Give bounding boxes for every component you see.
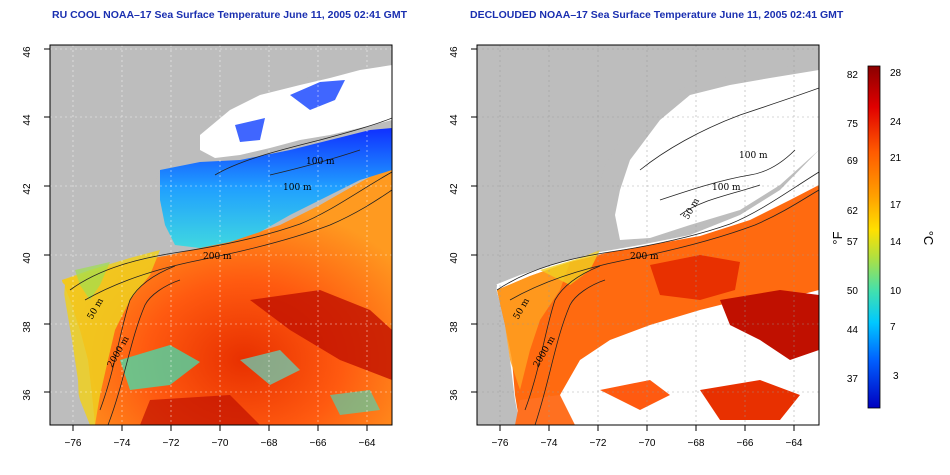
left-map-frame	[49, 44, 393, 426]
lat-tick-label: 44	[22, 114, 33, 126]
contour-label: 200 m	[203, 252, 232, 262]
left-map-title: RU COOL NOAA–17 Sea Surface Temperature …	[52, 9, 408, 21]
celsius-tick: 17	[890, 200, 902, 211]
lon-tick-label: −74	[114, 438, 131, 449]
contour-label: 100 m	[306, 157, 335, 167]
lat-tick-label: 40	[22, 252, 33, 264]
lon-tick-label: −66	[310, 438, 327, 449]
lat-tick-label: 38	[449, 321, 460, 333]
lon-tick-label: −76	[492, 438, 509, 449]
celsius-tick: 10	[890, 286, 902, 297]
lat-tick-label: 46	[449, 46, 460, 58]
contour-label: 100 m	[739, 151, 768, 161]
lon-tick-label: −70	[212, 438, 229, 449]
lon-tick-label: −70	[639, 438, 656, 449]
left-lon-axis: −76 −74 −72 −70 −68 −66 −64	[65, 425, 376, 449]
contour-label: 100 m	[283, 183, 312, 193]
lat-tick-label: 42	[22, 183, 33, 195]
fahrenheit-tick: 82	[847, 70, 859, 81]
celsius-tick: 7	[890, 322, 896, 333]
fahrenheit-tick: 37	[847, 374, 859, 385]
lon-tick-label: −64	[359, 438, 376, 449]
lon-tick-label: −64	[786, 438, 803, 449]
left-lat-axis: 46 44 42 40 38 36	[22, 46, 50, 401]
lon-tick-label: −76	[65, 438, 82, 449]
lon-tick-label: −72	[590, 438, 607, 449]
celsius-label: °C	[921, 231, 936, 246]
celsius-tick: 24	[890, 117, 902, 128]
lat-tick-label: 44	[449, 114, 460, 126]
lon-tick-label: −68	[261, 438, 278, 449]
lon-tick-label: −72	[163, 438, 180, 449]
contour-label: 100 m	[712, 183, 741, 193]
colorbar-gradient	[867, 65, 881, 409]
right-map-title: DECLOUDED NOAA–17 Sea Surface Temperatur…	[470, 9, 844, 21]
fahrenheit-tick: 75	[847, 119, 859, 130]
right-lat-axis: 46 44 42 40 38 36	[449, 46, 477, 401]
fahrenheit-tick: 57	[847, 237, 859, 248]
fahrenheit-tick: 69	[847, 156, 859, 167]
ocean-sst-field	[497, 185, 819, 425]
right-lon-axis: −76 −74 −72 −70 −68 −66 −64	[492, 425, 803, 449]
lat-tick-label: 36	[22, 389, 33, 401]
lon-tick-label: −66	[737, 438, 754, 449]
lon-tick-label: −68	[688, 438, 705, 449]
celsius-tick: 3	[893, 371, 899, 382]
celsius-tick: 21	[890, 153, 902, 164]
fahrenheit-label: °F	[830, 231, 845, 244]
colorbar: 82 75 69 62 57 50 44 37 28 24 21 17 14 1…	[830, 65, 936, 409]
right-map	[477, 45, 819, 425]
lat-tick-label: 40	[449, 252, 460, 264]
celsius-tick: 28	[890, 68, 902, 79]
gulf-of-maine-clear	[615, 70, 819, 240]
celsius-tick: 14	[890, 237, 902, 248]
lat-tick-label: 38	[22, 321, 33, 333]
lon-tick-label: −74	[541, 438, 558, 449]
fahrenheit-tick: 44	[847, 325, 859, 336]
right-map-frame	[476, 44, 820, 426]
lat-tick-label: 36	[449, 389, 460, 401]
fahrenheit-tick: 62	[847, 206, 859, 217]
fahrenheit-tick: 50	[847, 286, 859, 297]
left-map	[50, 45, 392, 425]
lat-tick-label: 42	[449, 183, 460, 195]
contour-label: 200 m	[630, 252, 659, 262]
lat-tick-label: 46	[22, 46, 33, 58]
